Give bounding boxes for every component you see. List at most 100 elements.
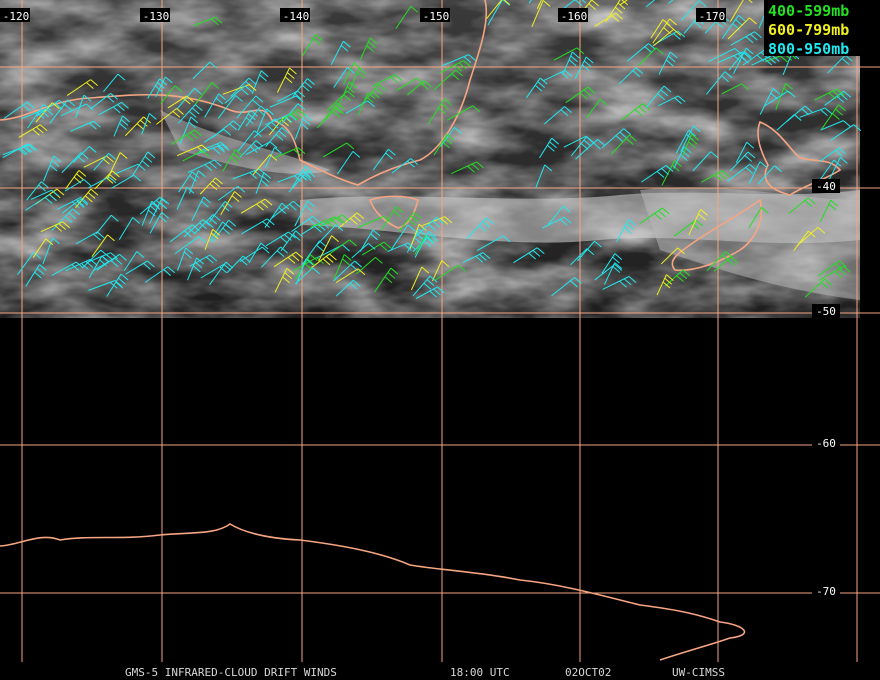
barb-staff (440, 127, 455, 147)
wind-barb (194, 82, 220, 106)
barb-flag (844, 54, 853, 62)
wind-barb (799, 107, 833, 118)
barb-flag (357, 268, 366, 276)
wind-barb (594, 263, 623, 281)
wind-barb (763, 90, 796, 108)
wind-barb (748, 161, 768, 184)
barb-flag (293, 149, 302, 156)
barb-flag (576, 47, 585, 55)
barb-flag (159, 215, 167, 223)
barb-flag (570, 280, 578, 288)
barb-staff (757, 165, 775, 185)
barb-staff (65, 170, 80, 190)
barb-flag (24, 145, 33, 153)
wind-barb (294, 200, 315, 227)
barb-flag (679, 272, 688, 280)
barb-flag (293, 92, 302, 100)
barb-flag (167, 266, 176, 274)
barb-staff (245, 105, 261, 127)
barb-flag (53, 155, 62, 163)
barb-flag (581, 64, 590, 72)
barb-flag (343, 254, 352, 261)
barb-flag (295, 95, 304, 103)
wind-barb (139, 196, 168, 215)
barb-staff (680, 0, 700, 21)
barb-flag (270, 121, 279, 129)
barb-flag (387, 272, 396, 279)
barb-staff (748, 207, 762, 229)
barb-flag (80, 152, 89, 159)
barb-flag (429, 290, 438, 298)
barb-flag (410, 5, 419, 13)
barb-flag (681, 150, 690, 158)
barb-staff (110, 174, 135, 189)
barb-flag (139, 119, 148, 127)
barb-staff (372, 149, 389, 171)
barb-staff (335, 268, 359, 284)
wind-barb (486, 0, 511, 19)
barb-flag (304, 81, 313, 89)
barb-flag (426, 237, 435, 245)
barb-flag (801, 108, 810, 116)
barb-flag (248, 113, 256, 121)
wind-barb (335, 279, 361, 297)
barb-flag (482, 252, 491, 259)
barb-staff (113, 115, 124, 137)
barb-flag (262, 221, 270, 228)
wind-barb (786, 105, 813, 122)
barb-flag (185, 247, 194, 255)
barb-flag (76, 201, 85, 209)
barb-staff (176, 187, 188, 210)
wind-barb (42, 237, 60, 265)
barb-flag (420, 82, 429, 90)
barb-flag (768, 56, 776, 64)
barb-flag (698, 213, 706, 221)
wind-barb (318, 235, 339, 262)
barb-staff (638, 47, 657, 66)
barb-flag (188, 110, 197, 118)
wind-barb (200, 263, 232, 279)
barb-flag (319, 240, 327, 248)
barb-flag (317, 223, 326, 231)
barb-staff (95, 214, 112, 235)
barb-staff (343, 62, 355, 85)
barb-flag (669, 51, 678, 59)
barb-staff (295, 267, 313, 285)
barb-flag (430, 234, 438, 242)
barb-flag (387, 148, 396, 156)
barb-flag (583, 60, 592, 68)
wind-barb (562, 51, 580, 74)
barb-flag (231, 195, 240, 203)
barb-flag (544, 164, 553, 172)
wind-barb (721, 14, 746, 39)
barb-flag (254, 130, 262, 137)
wind-barb (103, 73, 126, 92)
barb-staff (821, 104, 839, 130)
barb-staff (682, 134, 693, 156)
barb-flag (629, 134, 637, 142)
barb-flag (368, 41, 376, 49)
barb-flag (108, 176, 117, 184)
barb-flag (838, 147, 847, 155)
wind-barb (358, 215, 391, 228)
barb-flag (463, 60, 471, 67)
barb-flag (628, 218, 637, 226)
wind-barb (446, 105, 481, 121)
barb-staff (645, 0, 656, 8)
barb-flag (228, 219, 237, 227)
barb-flag (367, 242, 376, 250)
wind-barb (176, 247, 194, 271)
barb-staff (562, 51, 573, 74)
barb-flag (353, 215, 362, 222)
barb-staff (295, 258, 307, 285)
barb-staff (486, 0, 503, 19)
barb-flag (249, 172, 258, 179)
barb-staff (373, 267, 392, 293)
barb-staff (106, 152, 121, 180)
wind-barb (66, 79, 98, 96)
barb-flag (99, 259, 107, 267)
barb-flag (662, 19, 671, 26)
barb-flag (721, 75, 729, 83)
barb-staff (601, 253, 616, 274)
label-backing (420, 8, 450, 22)
